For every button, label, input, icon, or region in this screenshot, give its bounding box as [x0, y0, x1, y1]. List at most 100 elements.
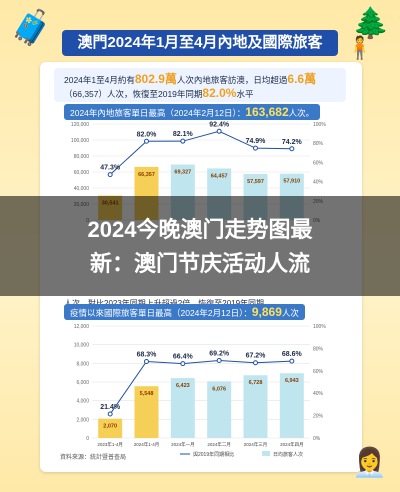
mid-summary: 人次，對比2023年同期上升超過2倍，恢復至2019年同期	[64, 298, 264, 309]
legend-entry: 日均旅客人次	[273, 451, 303, 458]
line-point	[216, 357, 222, 363]
x-tick-label: 2024年四月	[280, 441, 304, 448]
line-label: 21.4%	[100, 404, 121, 411]
y-tick-label: 0	[86, 436, 89, 442]
series-line	[109, 130, 292, 175]
section-title-mainland: 2024年內地旅客單日最高（2024年2月12日）：163,682人次。	[64, 104, 321, 120]
line-label: 68.3%	[137, 352, 158, 359]
person-right-icon: 🧍	[346, 36, 374, 61]
bar	[98, 418, 123, 438]
x-tick-label: 2024年二月	[207, 441, 231, 448]
summary-text: 人次內地旅客訪澳，日均超過	[176, 75, 288, 85]
line-label: 67.2%	[246, 353, 267, 360]
bar	[170, 378, 195, 438]
line-label: 92.4%	[209, 121, 230, 128]
section-title-text: 疫情以來國際旅客單日最高（2024年2月12日）：	[70, 308, 252, 318]
bar-label: 66,357	[138, 172, 155, 178]
y-right-tick-label: 60%	[313, 160, 324, 166]
summary-figure: 802.9萬	[134, 72, 177, 86]
line-label: 82.1%	[173, 131, 194, 138]
y-tick-label: 120,000	[71, 122, 89, 128]
line-point	[289, 146, 295, 152]
section-title-international: 疫情以來國際旅客單日最高（2024年2月12日）：9,869人次	[64, 304, 305, 320]
bar-label: 6,943	[285, 378, 299, 384]
y-right-tick-label: 80%	[313, 141, 324, 147]
line-point	[144, 138, 149, 144]
headline-overlay	[0, 196, 400, 296]
x-tick-label: 2024年三月	[244, 441, 268, 448]
summary-line-1: 2024年1至4月約有802.9萬人次內地旅客訪澳，日均超過6.6萬	[64, 70, 316, 87]
section-title-unit: 人次。	[288, 108, 315, 118]
y-tick-label: 2,000	[76, 417, 89, 423]
line-label: 69.2%	[209, 350, 230, 357]
line-point	[144, 359, 149, 365]
line-point	[107, 411, 113, 417]
x-tick-label: 2024年一月	[171, 441, 195, 448]
y-tick-label: 40,000	[74, 186, 90, 192]
section-title-text: 2024年內地旅客單日最高（2024年2月12日）：	[70, 108, 246, 118]
line-point	[180, 361, 186, 367]
legend-bar-swatch	[262, 451, 270, 456]
bar	[243, 375, 268, 438]
line-label: 68.6%	[282, 351, 303, 358]
y-tick-label: 8,000	[76, 361, 89, 367]
section-title-value: 163,682	[245, 105, 289, 119]
y-tick-label: 80,000	[74, 154, 90, 160]
y-tick-label: 4,000	[76, 399, 89, 405]
line-label: 74.9%	[246, 138, 267, 145]
bar	[279, 373, 304, 438]
bar-label: 6,728	[249, 380, 263, 386]
y-tick-label: 60,000	[74, 170, 90, 176]
y-right-tick-label: 0%	[313, 436, 321, 442]
section-title-unit: 人次	[281, 308, 299, 318]
bar-label: 57,597	[247, 179, 264, 185]
bar	[207, 381, 232, 438]
summary-text: （66,357）人次，恢復至2019年同期	[64, 89, 203, 99]
summary-box	[54, 68, 346, 102]
bar-label: 5,548	[140, 391, 154, 397]
person-left-icon: 🧳	[10, 8, 53, 48]
line-point	[253, 360, 258, 366]
y-tick-label: 10,000	[74, 343, 90, 349]
series-line	[109, 359, 292, 415]
line-label: 74.2%	[282, 139, 303, 146]
page-title: 澳門2024年1月至4月內地及國際旅客	[62, 30, 338, 56]
summary-figure: 82.0%	[202, 86, 237, 100]
headline-line-1: 2024今晚澳门走势图最	[87, 217, 313, 242]
bar-label: 69,327	[174, 170, 191, 176]
y-right-tick-label: 80%	[313, 346, 324, 352]
y-right-tick-label: 20%	[313, 414, 324, 420]
line-point	[289, 358, 295, 364]
section-title-value: 9,869	[251, 305, 282, 319]
source-note: 資料來源：統計暨普查局	[60, 455, 127, 461]
tree-icon: 🌲	[352, 6, 390, 41]
y-right-tick-label: 60%	[313, 369, 324, 375]
y-tick-label: 12,000	[74, 324, 90, 330]
line-point	[216, 128, 222, 134]
y-tick-label: 100,000	[71, 138, 89, 144]
bar-label: 6,423	[176, 383, 190, 389]
line-label: 82.0%	[137, 131, 158, 138]
line-point	[253, 145, 258, 151]
bar	[134, 386, 159, 438]
line-label: 47.3%	[100, 165, 121, 172]
y-right-tick-label: 100%	[313, 324, 326, 330]
y-right-tick-label: 100%	[313, 122, 326, 128]
bar-label: 64,457	[211, 173, 228, 179]
legend-entry: 與2019年同期相比	[193, 451, 234, 458]
summary-line-2: （66,357）人次，恢復至2019年同期82.0%水平	[64, 86, 253, 100]
summary-text: 2024年1至4月約有	[64, 75, 135, 85]
bar-label: 57,910	[283, 179, 300, 185]
summary-text: 水平	[236, 89, 254, 99]
y-right-tick-label: 40%	[313, 180, 324, 186]
person-bottom-icon: 👩‍💼	[352, 446, 387, 479]
y-tick-label: 6,000	[76, 380, 89, 386]
y-right-tick-label: 40%	[313, 391, 324, 397]
bar-label: 2,070	[103, 424, 117, 430]
summary-figure: 6.6萬	[287, 72, 317, 86]
x-tick-label: 2024年1-4月	[134, 441, 160, 448]
headline-line-2: 新：澳门节庆活动人流	[89, 251, 310, 276]
line-point	[107, 172, 113, 178]
line-point	[180, 138, 186, 144]
